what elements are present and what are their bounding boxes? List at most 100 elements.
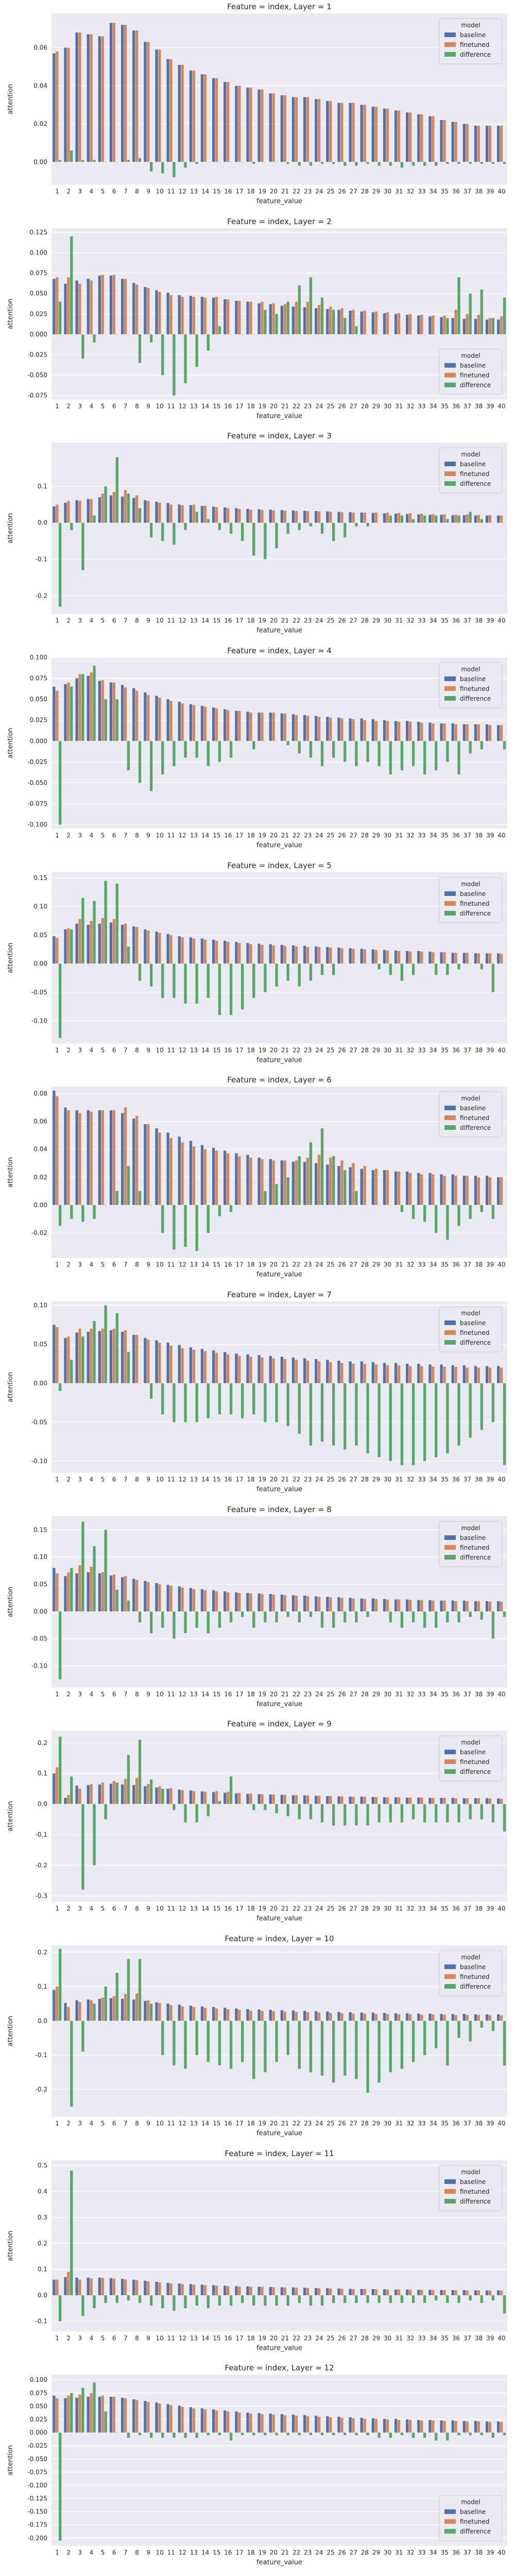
bar-difference <box>161 1205 164 1233</box>
bar-difference <box>207 1205 210 1233</box>
bar-finetuned <box>249 510 252 523</box>
bar-baseline <box>53 936 56 964</box>
legend-swatch-baseline <box>444 32 456 37</box>
x-tick-label: 39 <box>486 2334 494 2342</box>
bar-finetuned <box>477 2014 480 2021</box>
legend-swatch-finetuned <box>444 2189 456 2194</box>
bar-baseline <box>406 1798 409 1804</box>
bar-finetuned <box>78 2002 81 2021</box>
bar-difference <box>423 1611 426 1628</box>
y-axis-label: attention <box>7 1801 14 1832</box>
bar-difference <box>195 1804 198 1823</box>
x-tick-label: 16 <box>224 1690 232 1698</box>
bar-difference <box>355 2432 358 2435</box>
x-tick-label: 16 <box>224 188 232 195</box>
bar-finetuned <box>192 70 195 162</box>
bar-difference <box>503 162 506 164</box>
x-axis-label: feature_value <box>256 198 302 206</box>
bar-finetuned <box>158 2003 161 2021</box>
x-tick-label: 34 <box>430 1476 437 1483</box>
bar-difference <box>207 1804 210 1817</box>
bar-difference <box>355 1804 358 1826</box>
bar-baseline <box>166 2004 169 2021</box>
bar-baseline <box>360 2012 363 2021</box>
bar-baseline <box>462 1176 466 1206</box>
x-tick-label: 9 <box>146 2549 150 2556</box>
y-tick-label: -0.1 <box>36 556 47 563</box>
x-tick-label: 24 <box>315 2549 323 2556</box>
bar-finetuned <box>386 312 389 334</box>
x-tick-label: 18 <box>247 2334 255 2342</box>
bar-difference <box>480 1804 483 1820</box>
x-tick-label: 39 <box>486 402 494 410</box>
chart-layer-1: 0.000.020.040.061 2 3 4 5 6 7 8 9 10 11 12 13 14 15 16 1… <box>7 2 507 206</box>
y-tick-label: 0.2 <box>38 1948 47 1956</box>
bar-baseline <box>87 499 90 523</box>
bar-finetuned <box>147 1124 150 1206</box>
legend-label-difference: difference <box>460 910 491 917</box>
bar-finetuned <box>500 2290 503 2295</box>
x-tick-label: 21 <box>281 1905 289 1912</box>
bar-finetuned <box>306 1795 310 1804</box>
bar-difference <box>195 1205 198 1251</box>
bar-difference <box>104 699 107 741</box>
bar-baseline <box>246 943 249 964</box>
bar-finetuned <box>215 2410 218 2433</box>
bar-difference <box>320 297 324 334</box>
x-tick-label: 18 <box>247 402 255 410</box>
bar-difference <box>127 1755 130 1804</box>
x-tick-label: 26 <box>338 2334 346 2342</box>
bar-difference <box>435 515 438 523</box>
bar-difference <box>344 1383 347 1450</box>
bar-finetuned <box>249 2010 252 2021</box>
bar-difference <box>320 2295 324 2306</box>
x-tick-label: 35 <box>441 1476 449 1483</box>
bar-baseline <box>406 1363 409 1383</box>
bar-baseline <box>189 296 193 334</box>
bar-finetuned <box>363 1599 366 1612</box>
legend-label-finetuned: finetuned <box>460 1758 489 1766</box>
bar-finetuned <box>340 512 344 523</box>
bar-baseline <box>360 1168 363 1206</box>
bar-baseline <box>246 1155 249 1206</box>
bar-baseline <box>235 1353 238 1383</box>
x-tick-label: 23 <box>304 617 312 624</box>
bar-finetuned <box>295 715 298 741</box>
bar-finetuned <box>306 716 310 741</box>
bar-baseline <box>132 688 135 741</box>
bar-finetuned <box>306 946 310 964</box>
legend-label-difference: difference <box>460 2528 491 2535</box>
x-tick-label: 30 <box>384 2334 391 2342</box>
y-tick-label: -0.175 <box>27 2521 47 2529</box>
x-axis-label: feature_value <box>256 2559 302 2567</box>
bar-difference <box>195 963 198 1004</box>
bar-finetuned <box>238 2009 241 2021</box>
bar-finetuned <box>420 1366 423 1383</box>
bar-baseline <box>280 1160 284 1206</box>
bar-difference <box>389 2021 392 2073</box>
bar-difference <box>184 1205 187 1247</box>
x-tick-label: 12 <box>179 188 186 195</box>
x-tick-label: 21 <box>281 832 289 839</box>
bar-baseline <box>166 292 169 334</box>
bar-difference <box>320 741 324 766</box>
x-tick-label: 22 <box>293 188 300 195</box>
bar-difference <box>411 2295 415 2303</box>
bar-finetuned <box>329 1158 332 1206</box>
bar-finetuned <box>420 514 423 523</box>
bar-difference <box>173 523 176 545</box>
bar-baseline <box>98 275 101 334</box>
plot-area <box>52 1731 507 1902</box>
x-tick-label: 23 <box>304 188 312 195</box>
bar-difference <box>400 1804 404 1823</box>
bar-baseline <box>428 1798 432 1804</box>
bar-baseline <box>462 1365 466 1383</box>
x-tick-label: 37 <box>464 832 471 839</box>
bar-finetuned <box>352 2013 355 2021</box>
bar-difference <box>366 1804 369 1826</box>
bar-difference <box>93 2004 96 2021</box>
bar-difference <box>286 2021 289 2055</box>
bar-finetuned <box>317 1795 321 1804</box>
bar-finetuned <box>352 1363 355 1383</box>
